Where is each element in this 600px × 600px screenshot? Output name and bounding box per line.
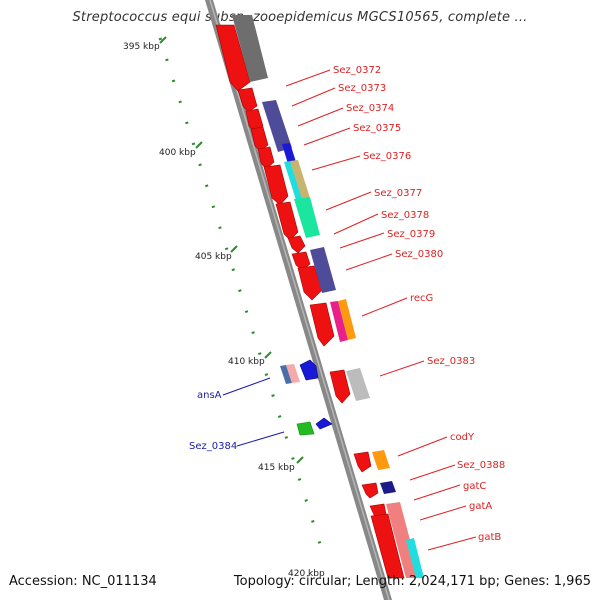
cds-feature[interactable] xyxy=(297,265,323,301)
category-block xyxy=(338,299,356,340)
cds-feature[interactable] xyxy=(296,421,315,436)
tick-mark xyxy=(230,245,238,253)
genome-backbone xyxy=(205,0,392,600)
genome-summary: Topology: circular; Length: 2,024,171 bp… xyxy=(233,574,591,589)
tick-label: 395 kbp xyxy=(123,42,160,52)
tick-label: 405 kbp xyxy=(195,252,232,262)
cds-feature[interactable] xyxy=(257,146,275,170)
gene-label[interactable]: Sez_0388 xyxy=(457,460,505,471)
cds-feature[interactable] xyxy=(315,417,333,430)
forward-cds-track xyxy=(215,24,405,579)
scale-labels: 395 kbp 400 kbp 405 kbp 410 kbp 415 kbp … xyxy=(123,42,325,579)
gene-label[interactable]: Sez_0375 xyxy=(353,123,401,134)
cds-feature[interactable] xyxy=(237,87,258,113)
scale-ticks xyxy=(159,36,304,464)
gene-label[interactable]: gatC xyxy=(463,481,486,492)
gene-label[interactable]: ansA xyxy=(197,390,222,401)
cds-feature[interactable] xyxy=(215,24,251,92)
tick-mark xyxy=(264,351,272,359)
cds-feature[interactable] xyxy=(287,235,306,254)
gene-label[interactable]: Sez_0384 xyxy=(189,441,237,452)
gene-label[interactable]: gatA xyxy=(469,501,492,512)
gene-label[interactable]: Sez_0378 xyxy=(381,210,429,221)
gene-label[interactable]: Sez_0372 xyxy=(333,65,381,76)
gene-label[interactable]: Sez_0374 xyxy=(346,103,394,114)
category-block xyxy=(346,368,370,401)
cds-feature[interactable] xyxy=(353,451,372,473)
category-block xyxy=(380,481,396,494)
forward-category-track xyxy=(232,15,424,578)
category-block xyxy=(290,160,310,199)
category-block xyxy=(280,365,292,384)
cds-feature[interactable] xyxy=(361,482,379,499)
gene-label[interactable]: Sez_0379 xyxy=(387,229,435,240)
category-block xyxy=(372,450,390,470)
forward-gene-labels: Sez_0372 Sez_0373 Sez_0374 Sez_0375 Sez_… xyxy=(333,65,505,543)
cds-feature[interactable] xyxy=(275,201,299,241)
category-block xyxy=(310,247,336,293)
reverse-gene-labels: ansA Sez_0384 xyxy=(189,390,237,452)
tick-mark xyxy=(296,456,304,464)
category-block xyxy=(232,15,268,82)
category-block xyxy=(286,364,300,383)
gene-label[interactable]: Sez_0376 xyxy=(363,151,411,162)
tick-label: 415 kbp xyxy=(258,463,295,473)
category-block xyxy=(282,143,296,164)
cds-feature[interactable] xyxy=(309,302,335,347)
gene-label[interactable]: recG xyxy=(410,293,433,304)
gene-label[interactable]: Sez_0377 xyxy=(374,188,422,199)
tick-label: 410 kbp xyxy=(228,357,265,367)
gene-label[interactable]: Sez_0383 xyxy=(427,356,475,367)
category-block xyxy=(284,161,302,200)
tick-mark xyxy=(195,141,203,149)
cds-feature[interactable] xyxy=(299,359,319,381)
gene-label[interactable]: Sez_0373 xyxy=(338,83,386,94)
cds-feature[interactable] xyxy=(370,513,405,579)
tick-label: 420 kbp xyxy=(288,569,325,579)
category-block xyxy=(294,197,320,238)
gene-label[interactable]: gatB xyxy=(478,532,501,543)
label-leaders xyxy=(222,69,477,551)
cds-feature[interactable] xyxy=(263,164,289,206)
accession-label: Accession: NC_011134 xyxy=(9,574,157,589)
category-block xyxy=(406,538,424,578)
gene-label[interactable]: Sez_0380 xyxy=(395,249,443,260)
category-block xyxy=(262,100,292,152)
gene-label[interactable]: codY xyxy=(450,432,475,443)
map-title: Streptococcus equi subsp. zooepidemicus … xyxy=(72,10,528,25)
tick-mark xyxy=(159,36,167,44)
tick-label: 400 kbp xyxy=(159,148,196,158)
reverse-feature-track xyxy=(280,359,333,436)
category-block xyxy=(330,301,348,342)
cds-feature[interactable] xyxy=(329,369,351,404)
